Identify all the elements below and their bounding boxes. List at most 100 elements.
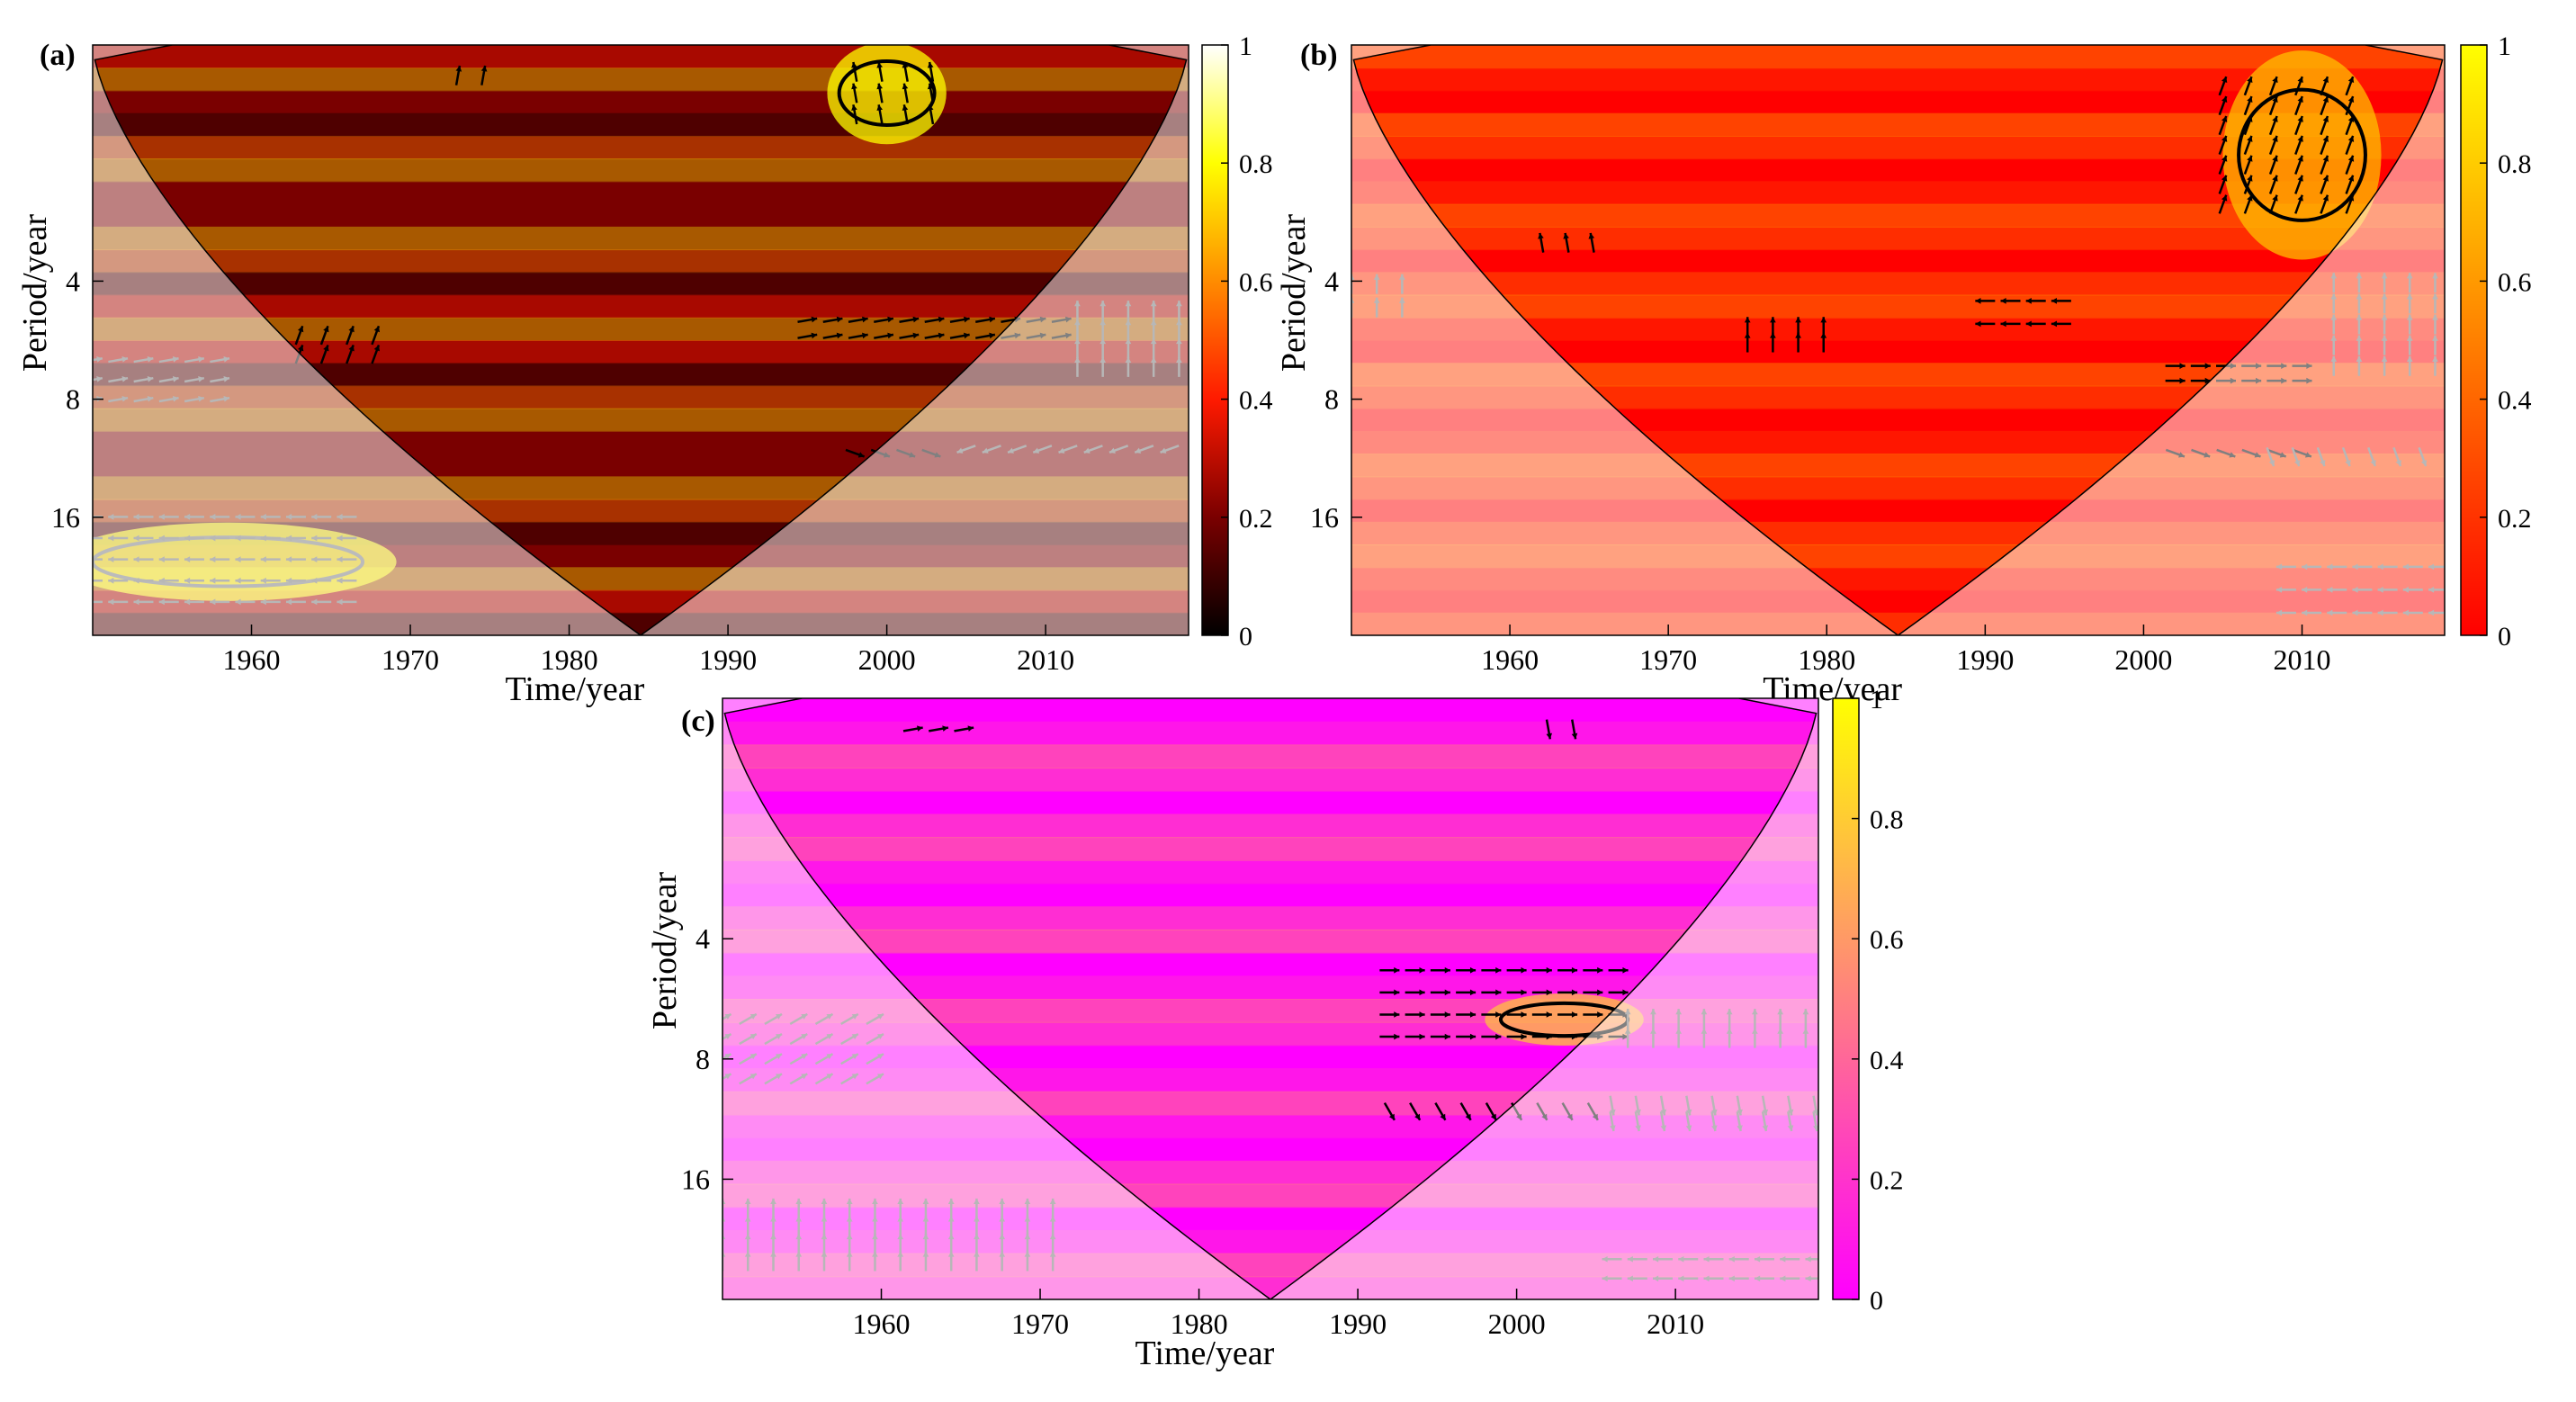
cone-of-influence-left [93, 45, 641, 635]
y-tick-label: 4 [66, 265, 80, 297]
phase-arrowhead [1546, 966, 1552, 974]
cone-of-influence-boundary [1352, 45, 2444, 635]
y-tick-label: 8 [1324, 383, 1339, 416]
phase-arrowhead [373, 326, 381, 333]
phase-arrowhead [1588, 232, 1595, 239]
phase-arrowhead [2272, 175, 2278, 182]
heatmap-field [93, 45, 1189, 635]
heatmap-band [93, 272, 1189, 296]
colorbar-tick-label: 0.4 [1239, 386, 1273, 416]
phase-arrowhead [1795, 332, 1801, 338]
phase-arrowhead [1571, 989, 1578, 996]
x-tick-label: 1990 [699, 643, 757, 676]
phase-arrowhead [1495, 966, 1502, 974]
x-tick-label: 1970 [1639, 643, 1697, 676]
colorbar-tick-label: 0.6 [2498, 267, 2532, 297]
phase-arrowhead [1394, 989, 1400, 996]
phase-arrowhead [2297, 76, 2303, 84]
phase-arrowhead [297, 326, 304, 333]
phase-arrowhead [2179, 363, 2186, 369]
phase-arrowhead [927, 83, 934, 90]
phase-arrowhead [1444, 1011, 1450, 1018]
cone-of-influence-left [723, 698, 1270, 1299]
phase-arrowhead [2297, 96, 2303, 103]
colorbar-tick-label: 0.6 [1239, 267, 1273, 297]
phase-arrowhead [1622, 989, 1629, 996]
x-tick-label: 1990 [1329, 1308, 1387, 1340]
heatmap-band [93, 45, 1189, 69]
colorbar-tick-label: 0.4 [1870, 1046, 1904, 1075]
heatmap-band [723, 952, 1818, 977]
phase-arrowhead [297, 345, 304, 352]
phase-arrowhead [2204, 363, 2211, 369]
phase-arrowhead [323, 345, 329, 352]
phase-arrowhead [2221, 115, 2228, 122]
panel-label: (c) [681, 705, 715, 738]
phase-arrowhead [1975, 298, 1981, 304]
phase-arrowhead [2347, 76, 2355, 84]
phase-arrowhead [989, 316, 995, 323]
significance-contour [2237, 87, 2367, 222]
phase-arrowhead [1444, 989, 1450, 996]
phase-arrowhead [2347, 175, 2355, 182]
phase-arrowhead [1521, 1033, 1527, 1040]
phase-arrowhead [2179, 377, 2186, 384]
phase-arrowhead [2297, 175, 2303, 182]
colorbar [1832, 697, 1860, 1300]
phase-arrowhead [455, 66, 462, 72]
y-axis-label: Period/year [646, 872, 684, 1030]
phase-arrowhead [927, 62, 934, 68]
colorbar [2460, 44, 2488, 636]
phase-arrowhead [902, 62, 909, 68]
phase-arrow-group [851, 61, 935, 125]
phase-arrowhead [480, 66, 488, 72]
phase-arrowhead [1538, 232, 1544, 239]
phase-arrow-group [2218, 76, 2355, 214]
phase-arrowhead [2025, 320, 2032, 328]
phase-arrowhead [2000, 298, 2006, 304]
heatmap-band [1351, 249, 2445, 274]
phase-arrow-group [1545, 719, 1578, 740]
phase-arrowhead [938, 316, 945, 323]
x-tick-label: 1980 [541, 643, 598, 676]
phase-arrowhead [1414, 1113, 1421, 1120]
panel-c: 1960 1970 1980 1990 2000 2010 4 8 16 Time/year Per… [646, 685, 1904, 1372]
phase-arrowhead [348, 345, 355, 352]
phase-arrowhead [876, 62, 884, 68]
phase-arrowhead [917, 725, 923, 732]
colorbar [1201, 44, 1229, 636]
phase-arrowhead [1571, 966, 1578, 974]
x-tick-label: 2010 [1647, 1308, 1704, 1340]
phase-arrowhead [862, 316, 868, 323]
x-tick-label: 2000 [1488, 1308, 1546, 1340]
phase-arrowhead [2272, 155, 2278, 162]
phase-arrowhead [1388, 1113, 1395, 1120]
y-tick-label: 8 [66, 383, 80, 416]
heatmap-band [723, 883, 1818, 908]
phase-arrowhead [887, 332, 893, 339]
phase-arrowhead [851, 62, 857, 68]
phase-arrowhead [1571, 1033, 1578, 1040]
phase-arrowhead [2247, 175, 2253, 182]
phase-arrowhead [2221, 96, 2228, 103]
phase-arrowhead [1490, 1113, 1496, 1120]
heatmap-band [723, 837, 1818, 861]
phase-arrowhead [2347, 155, 2355, 162]
phase-arrowhead [876, 83, 884, 90]
heatmap-band [723, 859, 1818, 885]
phase-arrowhead [1469, 966, 1476, 974]
panel-label: (b) [1300, 39, 1338, 72]
phase-arrowhead [2297, 115, 2303, 122]
phase-arrowhead [2051, 320, 2058, 328]
colorbar-tick-label: 0.8 [1239, 149, 1273, 179]
phase-arrowhead [2247, 96, 2253, 103]
phase-arrowhead [1820, 332, 1827, 338]
phase-arrowhead [1394, 966, 1400, 974]
phase-arrowhead [2322, 135, 2329, 142]
phase-arrowhead [2322, 155, 2329, 162]
panel-a: 1960 1970 1980 1990 2000 2010 4 8 16 Time/year Per… [16, 31, 1273, 708]
colorbar-tick-label: 0 [1870, 1286, 1883, 1316]
x-tick-label: 1980 [1171, 1308, 1228, 1340]
cone-of-influence-boundary [94, 45, 1188, 635]
phase-arrowhead [2347, 115, 2355, 122]
